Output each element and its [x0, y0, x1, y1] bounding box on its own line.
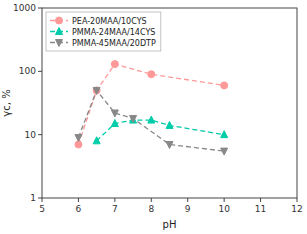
y-axis: 1 10 100 1000: [13, 3, 42, 203]
point: [148, 71, 155, 78]
point: [130, 116, 137, 123]
legend-label: PMMA-24MAA/14CYS: [72, 28, 155, 37]
x-tick: [151, 198, 152, 202]
x-tick: [78, 198, 79, 202]
x-tick-label: 5: [39, 204, 45, 214]
point: [166, 121, 173, 128]
x-tick: [187, 198, 188, 202]
y-tick-label: 1: [30, 193, 36, 203]
y-tick: [38, 71, 42, 72]
legend-label: PMMA-45MAA/20DTP: [72, 39, 156, 48]
y-tick: [38, 8, 42, 9]
x-tick: [297, 198, 298, 202]
x-tick-label: 12: [291, 204, 302, 214]
point: [166, 141, 173, 148]
plot-frame: [42, 8, 297, 198]
x-tick-label: 7: [112, 204, 118, 214]
x-tick-label: 6: [76, 204, 82, 214]
chart-svg: 5 6 7 8 9 10 11 12 pH 1 10 100 1000 γc, % PEA-20MAA/10…: [0, 0, 307, 234]
x-tick-label: 11: [255, 204, 266, 214]
point: [221, 148, 228, 155]
point: [93, 87, 100, 94]
point: [111, 61, 118, 68]
point: [111, 120, 118, 127]
x-axis-label: pH: [163, 219, 177, 230]
series-line: [78, 64, 224, 144]
legend-marker: [56, 17, 63, 24]
point: [93, 137, 100, 144]
x-tick: [42, 198, 43, 202]
x-tick-label: 10: [218, 204, 230, 214]
x-tick-label: 8: [148, 204, 154, 214]
point: [221, 82, 228, 89]
y-axis-label: γc, %: [1, 89, 12, 116]
point: [221, 131, 228, 138]
legend-marker: [56, 40, 63, 47]
x-tick: [224, 198, 225, 202]
series-line: [78, 90, 224, 151]
x-tick: [114, 198, 115, 202]
chart-container: 5 6 7 8 9 10 11 12 pH 1 10 100 1000 γc, % PEA-20MAA/10…: [0, 0, 307, 234]
y-tick: [38, 134, 42, 135]
point: [75, 135, 82, 142]
y-tick-label: 10: [25, 130, 37, 140]
x-tick: [260, 198, 261, 202]
x-tick-label: 9: [185, 204, 191, 214]
legend-box: [46, 12, 161, 51]
point: [130, 115, 137, 122]
legend-label: PEA-20MAA/10CYS: [72, 17, 147, 26]
y-tick: [38, 198, 42, 199]
y-tick-label: 1000: [13, 3, 36, 13]
y-tick-label: 100: [19, 66, 36, 76]
point: [111, 110, 118, 117]
legend: PEA-20MAA/10CYS PMMA-24MAA/14CYS PMMA-45MA…: [46, 12, 161, 51]
legend-marker: [56, 28, 63, 35]
x-axis: 5 6 7 8 9 10 11 12: [39, 198, 303, 214]
plot-data: [75, 61, 228, 155]
point: [93, 87, 100, 94]
point: [148, 116, 155, 123]
